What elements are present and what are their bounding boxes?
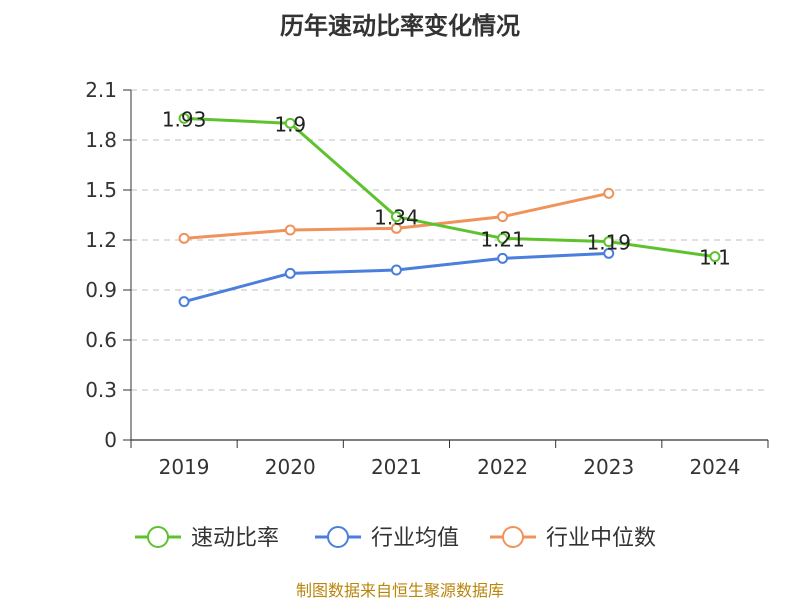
series-2-point[interactable] — [603, 187, 615, 199]
series-2-point[interactable] — [284, 224, 296, 236]
legend-label: 行业中位数 — [546, 526, 656, 551]
series-0-point[interactable] — [178, 112, 190, 124]
series-2-point[interactable] — [497, 211, 509, 223]
x-tick-label: 2024 — [689, 455, 740, 479]
series-0-point[interactable] — [709, 251, 721, 263]
data-label: 1.1 — [699, 246, 731, 270]
x-tick-label: 2021 — [371, 455, 422, 479]
y-tick-label: 1.5 — [85, 178, 117, 202]
x-tick-label: 2022 — [477, 455, 528, 479]
y-tick-label: 0 — [104, 428, 117, 452]
series-group — [178, 112, 721, 308]
legend-label: 速动比率 — [191, 526, 279, 551]
legend-label: 行业均值 — [371, 526, 459, 551]
data-label: 1.21 — [480, 227, 525, 251]
series-1-point[interactable] — [178, 296, 190, 308]
series-0-point[interactable] — [284, 117, 296, 129]
x-tick-label: 2023 — [583, 455, 634, 479]
legend-item[interactable]: 行业均值 — [315, 526, 459, 551]
x-tick-label: 2020 — [265, 455, 316, 479]
x-tick-label: 2019 — [159, 455, 210, 479]
series-0-point[interactable] — [603, 236, 615, 248]
data-label: 1.34 — [374, 206, 419, 230]
legend-item[interactable]: 速动比率 — [135, 526, 279, 551]
series-0-point[interactable] — [497, 232, 509, 244]
series-0-line — [184, 116, 716, 259]
chart-title: 历年速动比率变化情况 — [280, 12, 520, 40]
data-label: 1.93 — [162, 107, 207, 131]
series-1-point[interactable] — [603, 247, 615, 259]
legend-item[interactable]: 行业中位数 — [490, 526, 656, 551]
series-0-point[interactable] — [390, 211, 402, 223]
legend-marker-icon — [502, 526, 524, 548]
series-1-point[interactable] — [390, 264, 402, 276]
series-1-point[interactable] — [284, 267, 296, 279]
y-tick-label: 1.2 — [85, 228, 117, 252]
y-tick-label: 1.8 — [85, 128, 117, 152]
grid — [131, 89, 768, 391]
y-tick-label: 0.3 — [85, 378, 117, 402]
legend-marker-icon — [147, 526, 169, 548]
series-2-point[interactable] — [390, 222, 402, 234]
legend-marker-icon — [327, 526, 349, 548]
legend[interactable]: 速动比率 行业均值 行业中位数 — [135, 526, 656, 551]
data-labels: 1.93 1.9 1.34 1.21 1.19 1.1 — [162, 107, 731, 269]
y-tick-label: 2.1 — [85, 78, 117, 102]
series-2-point[interactable] — [178, 232, 190, 244]
axes: 0 0.3 0.6 0.9 1.2 1.5 1.8 2.1 2019 2020 2021 2022 20… — [85, 78, 769, 479]
y-tick-label: 0.9 — [85, 278, 117, 302]
y-tick-label: 0.6 — [85, 328, 117, 352]
series-1-line — [183, 251, 609, 304]
data-label: 1.9 — [274, 112, 306, 136]
data-label: 1.19 — [586, 231, 631, 255]
source-note: 制图数据来自恒生聚源数据库 — [296, 581, 504, 600]
series-1-point[interactable] — [497, 252, 509, 264]
